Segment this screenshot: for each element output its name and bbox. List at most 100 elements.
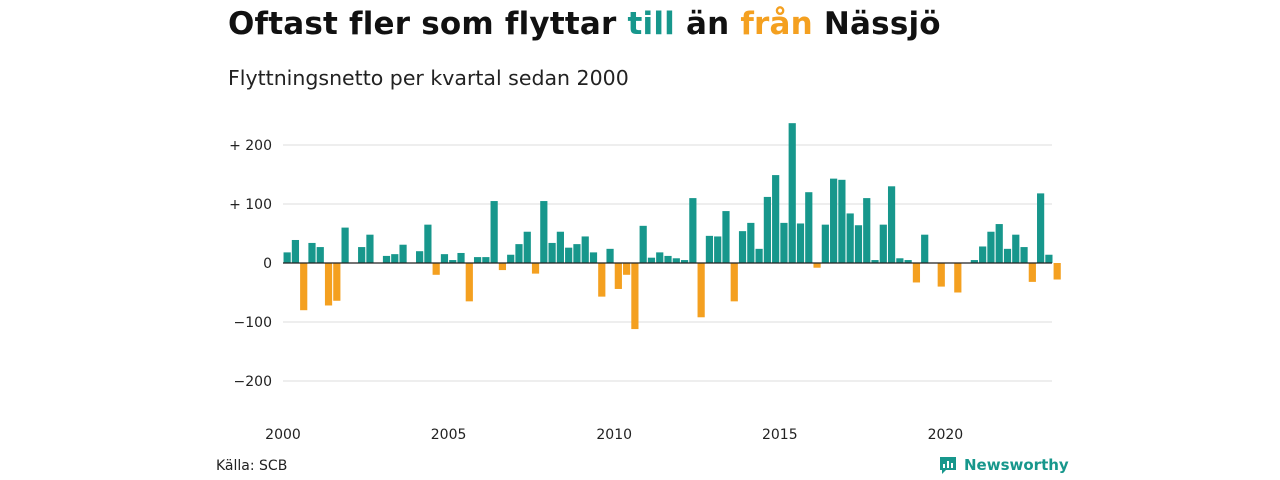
bar	[1012, 234, 1020, 263]
bar	[755, 248, 763, 263]
y-tick-label: 0	[263, 256, 272, 272]
bar	[854, 225, 863, 263]
x-tick-label: 2000	[265, 427, 301, 443]
bar	[416, 251, 424, 263]
bar	[689, 198, 697, 263]
bar	[324, 263, 333, 306]
bar	[912, 263, 921, 283]
bar	[796, 223, 805, 263]
bar	[631, 263, 639, 330]
bar	[300, 263, 308, 311]
bar	[780, 222, 788, 263]
bar	[647, 257, 656, 263]
bar	[399, 244, 407, 263]
x-tick-label: 2015	[762, 427, 798, 443]
bar	[788, 123, 796, 263]
chart-title: Oftast fler som flyttar till än från Näs…	[228, 6, 941, 42]
bar	[382, 255, 391, 263]
bar	[656, 252, 664, 263]
bar	[697, 263, 705, 318]
source-note: Källa: SCB	[216, 458, 288, 474]
bar	[523, 231, 531, 263]
x-tick-label: 2005	[431, 427, 467, 443]
bar	[341, 227, 349, 263]
bar	[589, 252, 598, 263]
bar	[863, 198, 871, 263]
bar	[573, 244, 581, 263]
bar	[316, 247, 324, 263]
bar	[498, 263, 507, 271]
newsworthy-logo: Newsworthy	[938, 455, 1069, 475]
x-tick-label: 2010	[596, 427, 632, 443]
bar	[283, 252, 291, 263]
bar	[1003, 248, 1012, 263]
chart-subtitle: Flyttningsnetto per kvartal sedan 2000	[228, 66, 629, 90]
title-word-till: till	[627, 6, 675, 42]
title-part-1: Oftast fler som flyttar	[228, 6, 628, 42]
y-tick-label: + 100	[229, 197, 272, 213]
bar	[1020, 247, 1028, 263]
title-word-fran: från	[740, 6, 813, 42]
bar	[680, 260, 689, 263]
bar	[921, 234, 929, 263]
bar	[879, 224, 887, 263]
bar	[896, 258, 904, 263]
bar	[333, 263, 341, 301]
bar	[995, 224, 1003, 263]
bar	[449, 260, 457, 263]
bar	[1045, 254, 1053, 263]
bar	[507, 254, 515, 263]
bar	[391, 254, 399, 263]
y-tick-label: −200	[234, 374, 272, 390]
bar	[614, 263, 622, 289]
bar	[979, 246, 987, 263]
bar	[887, 186, 896, 263]
bar	[556, 231, 564, 263]
bar	[565, 247, 573, 263]
bar	[705, 235, 714, 263]
bar	[482, 257, 490, 263]
bar	[664, 255, 672, 263]
y-tick-label: + 200	[229, 138, 272, 154]
bar	[738, 231, 747, 263]
bar	[540, 201, 548, 263]
bar	[358, 247, 366, 263]
bar	[308, 242, 316, 263]
bar	[846, 213, 854, 263]
bar	[366, 234, 374, 263]
bar	[970, 260, 978, 263]
bar	[531, 263, 540, 274]
bar	[457, 252, 465, 263]
y-tick-label: −100	[234, 315, 272, 331]
bar	[937, 263, 945, 287]
bar	[805, 192, 813, 263]
bar	[813, 263, 821, 268]
newsworthy-logo-text: Newsworthy	[964, 456, 1069, 474]
bar	[830, 178, 838, 263]
title-part-3: än	[674, 6, 741, 42]
bar	[714, 236, 722, 263]
bar	[838, 179, 846, 263]
bar	[598, 263, 606, 297]
bar	[1053, 263, 1061, 280]
bar	[490, 201, 498, 263]
bar	[432, 263, 440, 275]
x-tick-label: 2020	[928, 427, 964, 443]
bar-chart: + 200 + 100 0 −100 −200 2000 2005 2010 2015 2020	[229, 123, 1061, 443]
bar	[606, 248, 614, 263]
bar	[465, 263, 473, 302]
bar	[730, 263, 738, 302]
bar	[424, 224, 432, 263]
bar	[623, 263, 631, 275]
bar	[772, 175, 780, 263]
bar	[722, 211, 730, 263]
bar	[581, 236, 589, 263]
bar	[672, 258, 680, 263]
bar	[639, 225, 647, 263]
bar	[548, 242, 556, 263]
bar	[871, 260, 879, 263]
bar	[1037, 193, 1045, 263]
bar	[821, 224, 829, 263]
bar	[954, 263, 962, 293]
bar	[763, 196, 771, 263]
